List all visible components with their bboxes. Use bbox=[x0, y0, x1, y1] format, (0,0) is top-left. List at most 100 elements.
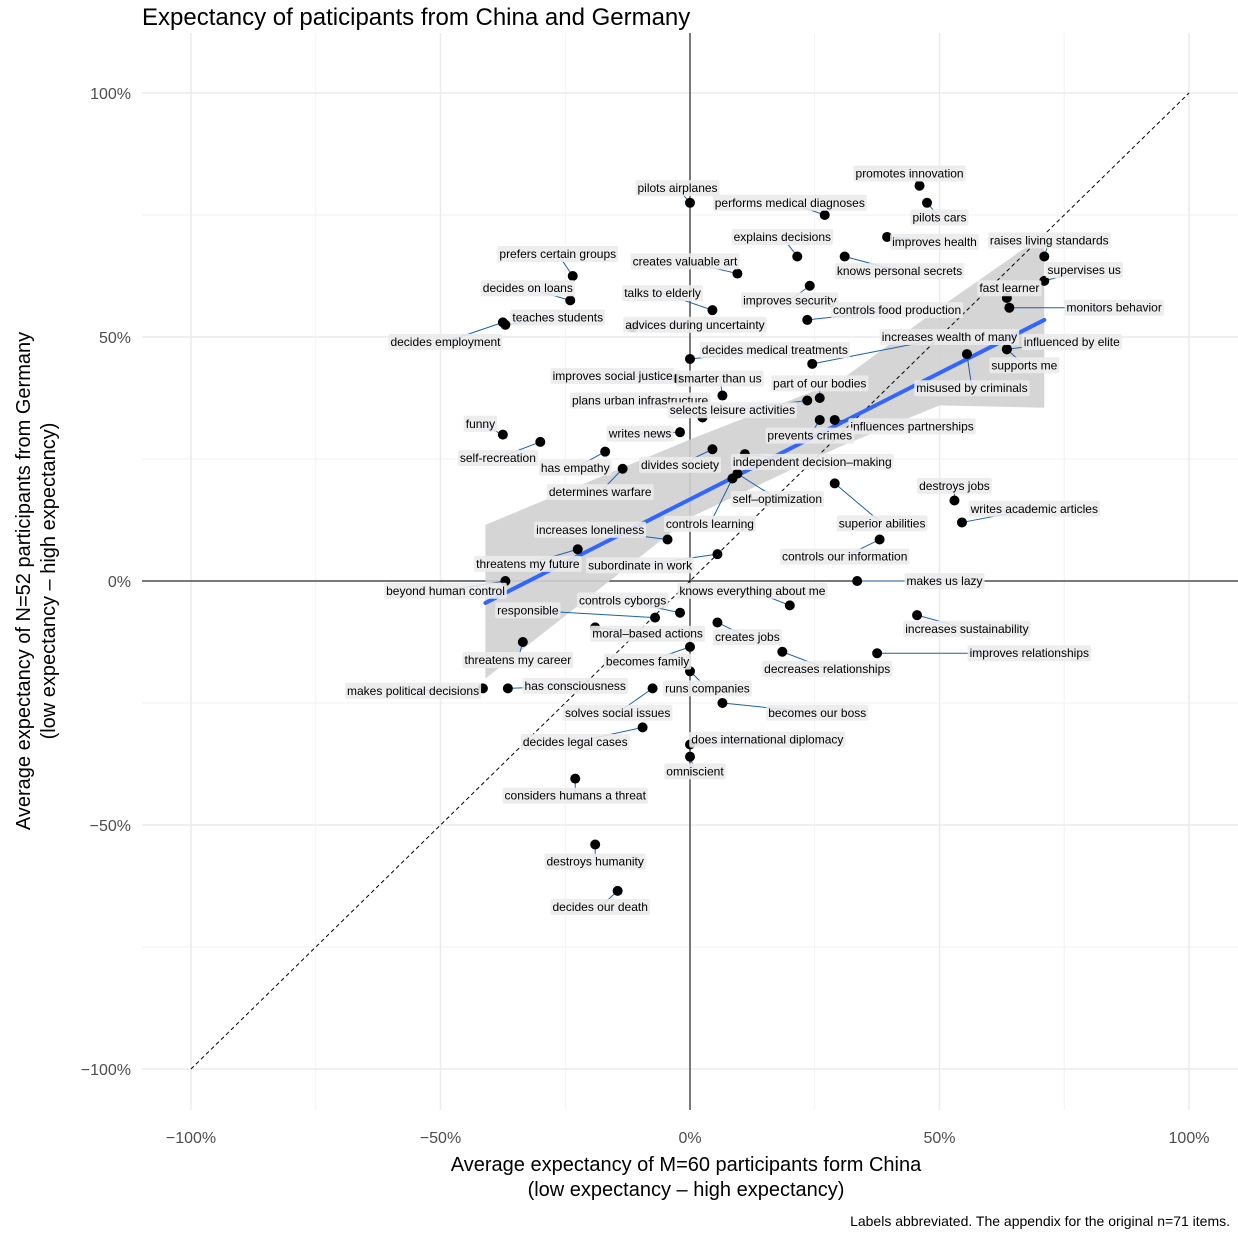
point-label-bg bbox=[664, 763, 726, 780]
data-point bbox=[685, 751, 695, 762]
point-label-bg bbox=[779, 548, 910, 565]
y-tick-label: −50% bbox=[90, 818, 131, 835]
point-label-bg bbox=[741, 292, 839, 309]
point-label-text: selects leisure activities bbox=[670, 403, 795, 417]
point-label-bg bbox=[638, 456, 722, 473]
y-tick-label: 100% bbox=[90, 86, 131, 103]
point-label-text: fast learner bbox=[979, 281, 1039, 295]
point-label-bg bbox=[663, 515, 756, 532]
point-label-bg bbox=[676, 370, 764, 387]
point-label-bg bbox=[771, 375, 869, 392]
point-label: influenced by elite bbox=[1021, 333, 1122, 350]
point-label: increases loneliness bbox=[534, 521, 647, 538]
point-label: misused by criminals bbox=[914, 380, 1030, 397]
point-label: has consciousness bbox=[522, 677, 628, 694]
point-label-text: pilots cars bbox=[912, 210, 966, 224]
point-labels: promotes innovation pilots cars pilots air… bbox=[345, 165, 1164, 915]
data-point bbox=[922, 197, 933, 208]
point-label-bg bbox=[836, 515, 928, 532]
point-label-bg bbox=[510, 309, 606, 326]
point-label-bg bbox=[712, 194, 867, 211]
point-label-bg bbox=[667, 402, 798, 419]
data-point bbox=[685, 353, 695, 364]
data-point bbox=[590, 839, 601, 850]
point-label-text: decides on loans bbox=[483, 281, 573, 295]
data-point bbox=[949, 495, 960, 506]
point-label-bg bbox=[663, 680, 752, 697]
x-axis-title-line1: Average expectancy of M=60 participants … bbox=[451, 1154, 922, 1176]
point-label-bg bbox=[534, 521, 647, 538]
point-label-text: considers humans a threat bbox=[505, 789, 647, 803]
point-label: self-recreation bbox=[457, 450, 538, 467]
point-label-text: creates jobs bbox=[715, 630, 780, 644]
point-label: improves health bbox=[890, 233, 979, 250]
point-label-bg bbox=[1045, 262, 1123, 279]
data-point bbox=[572, 544, 583, 555]
point-label-text: threatens my future bbox=[476, 557, 580, 571]
point-label-text: performs medical diagnoses bbox=[715, 196, 865, 210]
point-label-text: funny bbox=[466, 417, 495, 431]
y-tick-label: 50% bbox=[99, 330, 131, 347]
data-point bbox=[650, 612, 661, 623]
x-tick-label: −100% bbox=[166, 1130, 216, 1147]
point-label: creates jobs bbox=[713, 629, 782, 646]
point-label-bg bbox=[550, 368, 675, 385]
point-label: subordinate in work bbox=[586, 557, 695, 574]
point-label-bg bbox=[497, 246, 619, 263]
data-point bbox=[1001, 344, 1012, 355]
point-label-text: influences partnerships bbox=[850, 419, 973, 433]
point-label-bg bbox=[904, 573, 985, 589]
point-label-text: increases loneliness bbox=[536, 523, 644, 537]
point-label-text: knows everything about me bbox=[679, 584, 825, 598]
point-label-text: controls cyborgs bbox=[579, 594, 666, 608]
point-label: performs medical diagnoses bbox=[712, 194, 867, 211]
point-label: makes us lazy bbox=[904, 573, 985, 589]
point-label-bg bbox=[622, 285, 703, 302]
point-label-text: moral–based actions bbox=[592, 627, 703, 641]
point-label: responsible bbox=[495, 602, 561, 619]
point-label: decides medical treatments bbox=[699, 342, 850, 359]
y-tick-label: −100% bbox=[81, 1062, 131, 1079]
point-label: self–optimization bbox=[730, 491, 825, 508]
point-label-text: decreases relationships bbox=[764, 662, 890, 676]
point-label: considers humans a threat bbox=[502, 787, 648, 804]
point-label-text: determines warfare bbox=[549, 485, 652, 499]
data-point bbox=[717, 390, 728, 401]
point-label-text: part of our bodies bbox=[773, 376, 866, 390]
point-label-bg bbox=[550, 898, 650, 915]
footnote: Labels abbreviated. The appendix for the… bbox=[850, 1213, 1230, 1229]
data-point bbox=[1004, 302, 1015, 313]
identity-reference-line bbox=[190, 92, 1190, 1070]
point-label: increases sustainability bbox=[903, 620, 1031, 637]
x-tick-label: 100% bbox=[1169, 1130, 1210, 1147]
point-label-text: makes political decisions bbox=[347, 684, 479, 698]
point-label-bg bbox=[463, 415, 498, 432]
point-label-bg bbox=[630, 253, 740, 270]
point-label-bg bbox=[544, 853, 646, 870]
point-label: independent decision–making bbox=[730, 453, 894, 470]
point-label-bg bbox=[834, 263, 965, 280]
point-label: decides our death bbox=[550, 898, 650, 915]
point-label-bg bbox=[586, 557, 695, 574]
point-label-text: increases wealth of many bbox=[882, 330, 1017, 344]
point-label: decides employment bbox=[388, 333, 503, 350]
point-label-bg bbox=[890, 233, 979, 250]
point-label-text: subordinate in work bbox=[588, 558, 693, 572]
point-label: advices during uncertainty bbox=[623, 316, 767, 333]
point-label: destroys jobs bbox=[917, 477, 992, 494]
data-point bbox=[685, 197, 695, 208]
data-point bbox=[685, 641, 695, 652]
point-label-text: has empathy bbox=[541, 461, 610, 475]
data-point bbox=[814, 393, 825, 403]
point-label: controls our information bbox=[779, 548, 910, 565]
point-label: fast learner bbox=[977, 280, 1042, 297]
point-label: makes political decisions bbox=[345, 682, 482, 699]
point-label-text: has consciousness bbox=[525, 679, 626, 693]
data-point bbox=[802, 395, 813, 406]
point-label-text: decides medical treatments bbox=[702, 343, 848, 357]
data-point bbox=[600, 446, 611, 457]
point-label-text: controls food production bbox=[833, 303, 961, 317]
point-label: prevents crimes bbox=[765, 427, 855, 444]
point-label-bg bbox=[1021, 333, 1122, 350]
point-label-text: self–optimization bbox=[733, 492, 822, 506]
